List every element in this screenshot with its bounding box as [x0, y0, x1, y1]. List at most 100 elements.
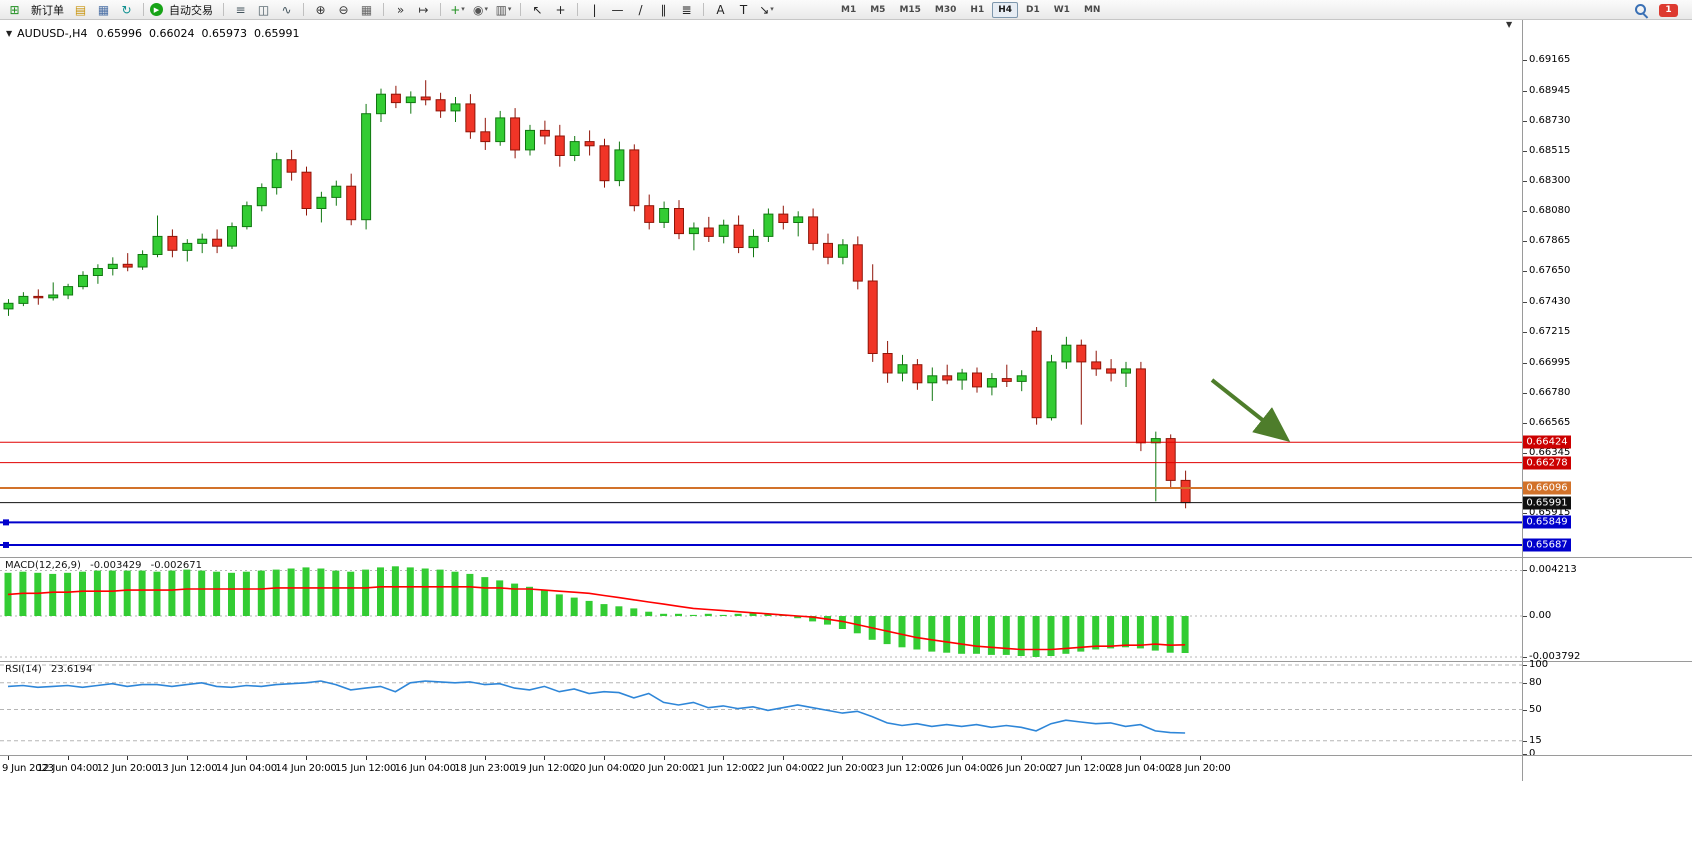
macd-histogram-bar [436, 569, 444, 616]
bear-candle [554, 135, 565, 156]
macd-histogram-bar [138, 570, 146, 616]
search-icon[interactable] [1634, 3, 1648, 17]
time-label: 16 Jun 04:00 [394, 763, 456, 774]
rsi-axis-label: 0 [1529, 748, 1536, 759]
timeframe-button-m30[interactable]: M30 [934, 4, 957, 15]
new-order-icon: ⊞ [9, 2, 20, 17]
fibonacci-icon: ≣ [681, 2, 692, 17]
candlestick-chart-icon[interactable]: ◫ [253, 2, 274, 18]
axis-tick [1523, 331, 1527, 333]
macd-signal-value: -0.002671 [150, 560, 202, 571]
timeframe-button-d1[interactable]: D1 [1026, 4, 1040, 15]
arrows-icon[interactable]: ↘ ▾ [756, 2, 777, 18]
macd-histogram-bar [1151, 616, 1159, 651]
price-badge: 0.66278 [1523, 456, 1571, 470]
market-watch-icon[interactable]: ▦ [93, 2, 114, 18]
macd-histogram-bar [1092, 616, 1100, 650]
new-order-icon[interactable]: ⊞ [4, 2, 25, 18]
timeframe-button-h1[interactable]: H1 [970, 4, 985, 15]
candlestick-chart[interactable] [0, 20, 1522, 557]
chart-collapse-icon[interactable]: ▼ [6, 29, 13, 38]
bull-candle [986, 378, 997, 388]
cursor-icon: ↖ [532, 2, 543, 17]
rsi-panel[interactable]: RSI(14) 23.6194 [0, 662, 1522, 755]
refresh-icon[interactable]: ↻ [116, 2, 137, 18]
trendline-icon[interactable]: / [630, 2, 651, 18]
panel-separator[interactable] [0, 755, 1692, 756]
auto-scroll-icon[interactable]: » [390, 2, 411, 18]
auto-trading-label: 自动交易 [169, 3, 213, 17]
toolbar-separator [223, 3, 224, 16]
time-label: 26 Jun 20:00 [990, 763, 1052, 774]
price-axis[interactable]: 0.69165 0.68945 0.68730 0.68515 0.68300 0.680… [1523, 20, 1692, 557]
macd-histogram-bar [913, 616, 921, 650]
horizontal-line-icon[interactable]: — [607, 2, 628, 18]
bull-candle [525, 129, 535, 151]
tile-windows-icon[interactable]: ▦ [356, 2, 377, 18]
panel-separator[interactable] [0, 661, 1692, 662]
chevron-down-icon: ▾ [507, 5, 512, 13]
indicators-icon[interactable]: + ▾ [447, 2, 468, 18]
fibonacci-icon[interactable]: ≣ [676, 2, 697, 18]
rsi-value: 23.6194 [50, 664, 93, 675]
bull-candle [1046, 361, 1057, 419]
zoom-out-icon[interactable]: ⊖ [333, 2, 354, 18]
macd-histogram-bar [1077, 616, 1085, 652]
timeframe-button-mn[interactable]: MN [1083, 4, 1101, 15]
periods-icon[interactable]: ◉ ▾ [470, 2, 491, 18]
cursor-icon[interactable]: ↖ [527, 2, 548, 18]
timeframe-button-w1[interactable]: W1 [1053, 4, 1070, 15]
auto-trading-button[interactable]: ▶ 自动交易 [150, 2, 217, 18]
macd-histogram-bar [749, 612, 757, 616]
rsi-axis-label: 80 [1529, 676, 1542, 688]
macd-histogram-bar [406, 567, 414, 616]
macd-histogram-bar [287, 568, 295, 616]
macd-histogram-bar [987, 616, 995, 655]
hline-handle[interactable] [3, 519, 9, 526]
templates-icon[interactable]: ▥ ▾ [493, 2, 514, 18]
time-tick [67, 756, 69, 760]
notification-badge[interactable]: 1 [1659, 3, 1678, 17]
equidistant-channel-icon[interactable]: ∥ [653, 2, 674, 18]
time-axis[interactable]: 9 Jun 2023 12 Jun 04:00 12 Jun 20:00 13 Jun… [0, 756, 1692, 782]
horizontal-line-icon: — [611, 2, 624, 17]
line-chart-icon[interactable]: ∿ [276, 2, 297, 18]
new-order-button[interactable]: 新订单 [31, 3, 64, 17]
panel-separator[interactable] [0, 557, 1692, 558]
chart-shift-marker[interactable]: ▼ [1506, 20, 1513, 29]
trend-arrow-annotation[interactable] [1210, 378, 1291, 442]
price-badge: 0.65849 [1523, 515, 1571, 529]
macd-axis[interactable]: 0.004213 0.00 -0.003792 [1523, 558, 1692, 661]
bull-candle [152, 235, 163, 255]
text-icon[interactable]: A [710, 2, 731, 18]
time-tick [1021, 756, 1023, 760]
arrows-icon: ↘ [759, 2, 770, 17]
rsi-axis[interactable]: 100 80 50 15 0 [1523, 660, 1692, 759]
profiles-icon[interactable]: ▤ [70, 2, 91, 18]
bull-candle [688, 227, 699, 235]
zoom-in-icon[interactable]: ⊕ [310, 2, 331, 18]
crosshair-icon[interactable]: + [550, 2, 571, 18]
timeframe-button-m1[interactable]: M1 [841, 4, 857, 15]
timeframe-button-h4[interactable]: H4 [992, 1, 1018, 18]
hline-handle[interactable] [3, 541, 9, 548]
macd-histogram-bar [1122, 616, 1129, 648]
bar-chart-icon[interactable]: ≡ [230, 2, 251, 18]
macd-panel[interactable]: MACD(12,26,9) -0.003429 -0.002671 [0, 558, 1522, 661]
time-tick [544, 756, 546, 760]
text-label-icon[interactable]: T [733, 2, 754, 18]
time-label: 14 Jun 20:00 [275, 763, 337, 774]
main-chart[interactable]: ▼ AUDUSD-,H4 0.65996 0.66024 0.65973 0.6… [0, 20, 1522, 557]
macd-histogram-bar [719, 614, 727, 616]
macd-histogram-bar [689, 614, 697, 616]
bear-candle [301, 171, 312, 209]
bear-candle [733, 224, 744, 248]
chart-shift-icon[interactable]: ↦ [413, 2, 434, 18]
vertical-line-icon[interactable]: | [584, 2, 605, 18]
price-axis-label: 0.67430 [1529, 295, 1571, 307]
time-tick [484, 756, 486, 760]
timeframe-button-m5[interactable]: M5 [870, 4, 886, 15]
toolbar: ⊞ 新订单 ▤ ▦ ↻ ▶ 自动交易 ≡ ◫ ∿ ⊕ ⊖ ▦» ↦ + ▾ ◉ ▾ ▥ ▾ ↖ + | — / ∥ ≣ A T ↘ ▾ M1… [0, 0, 1692, 20]
timeframe-button-m15[interactable]: M15 [899, 4, 921, 15]
time-tick [365, 756, 367, 760]
